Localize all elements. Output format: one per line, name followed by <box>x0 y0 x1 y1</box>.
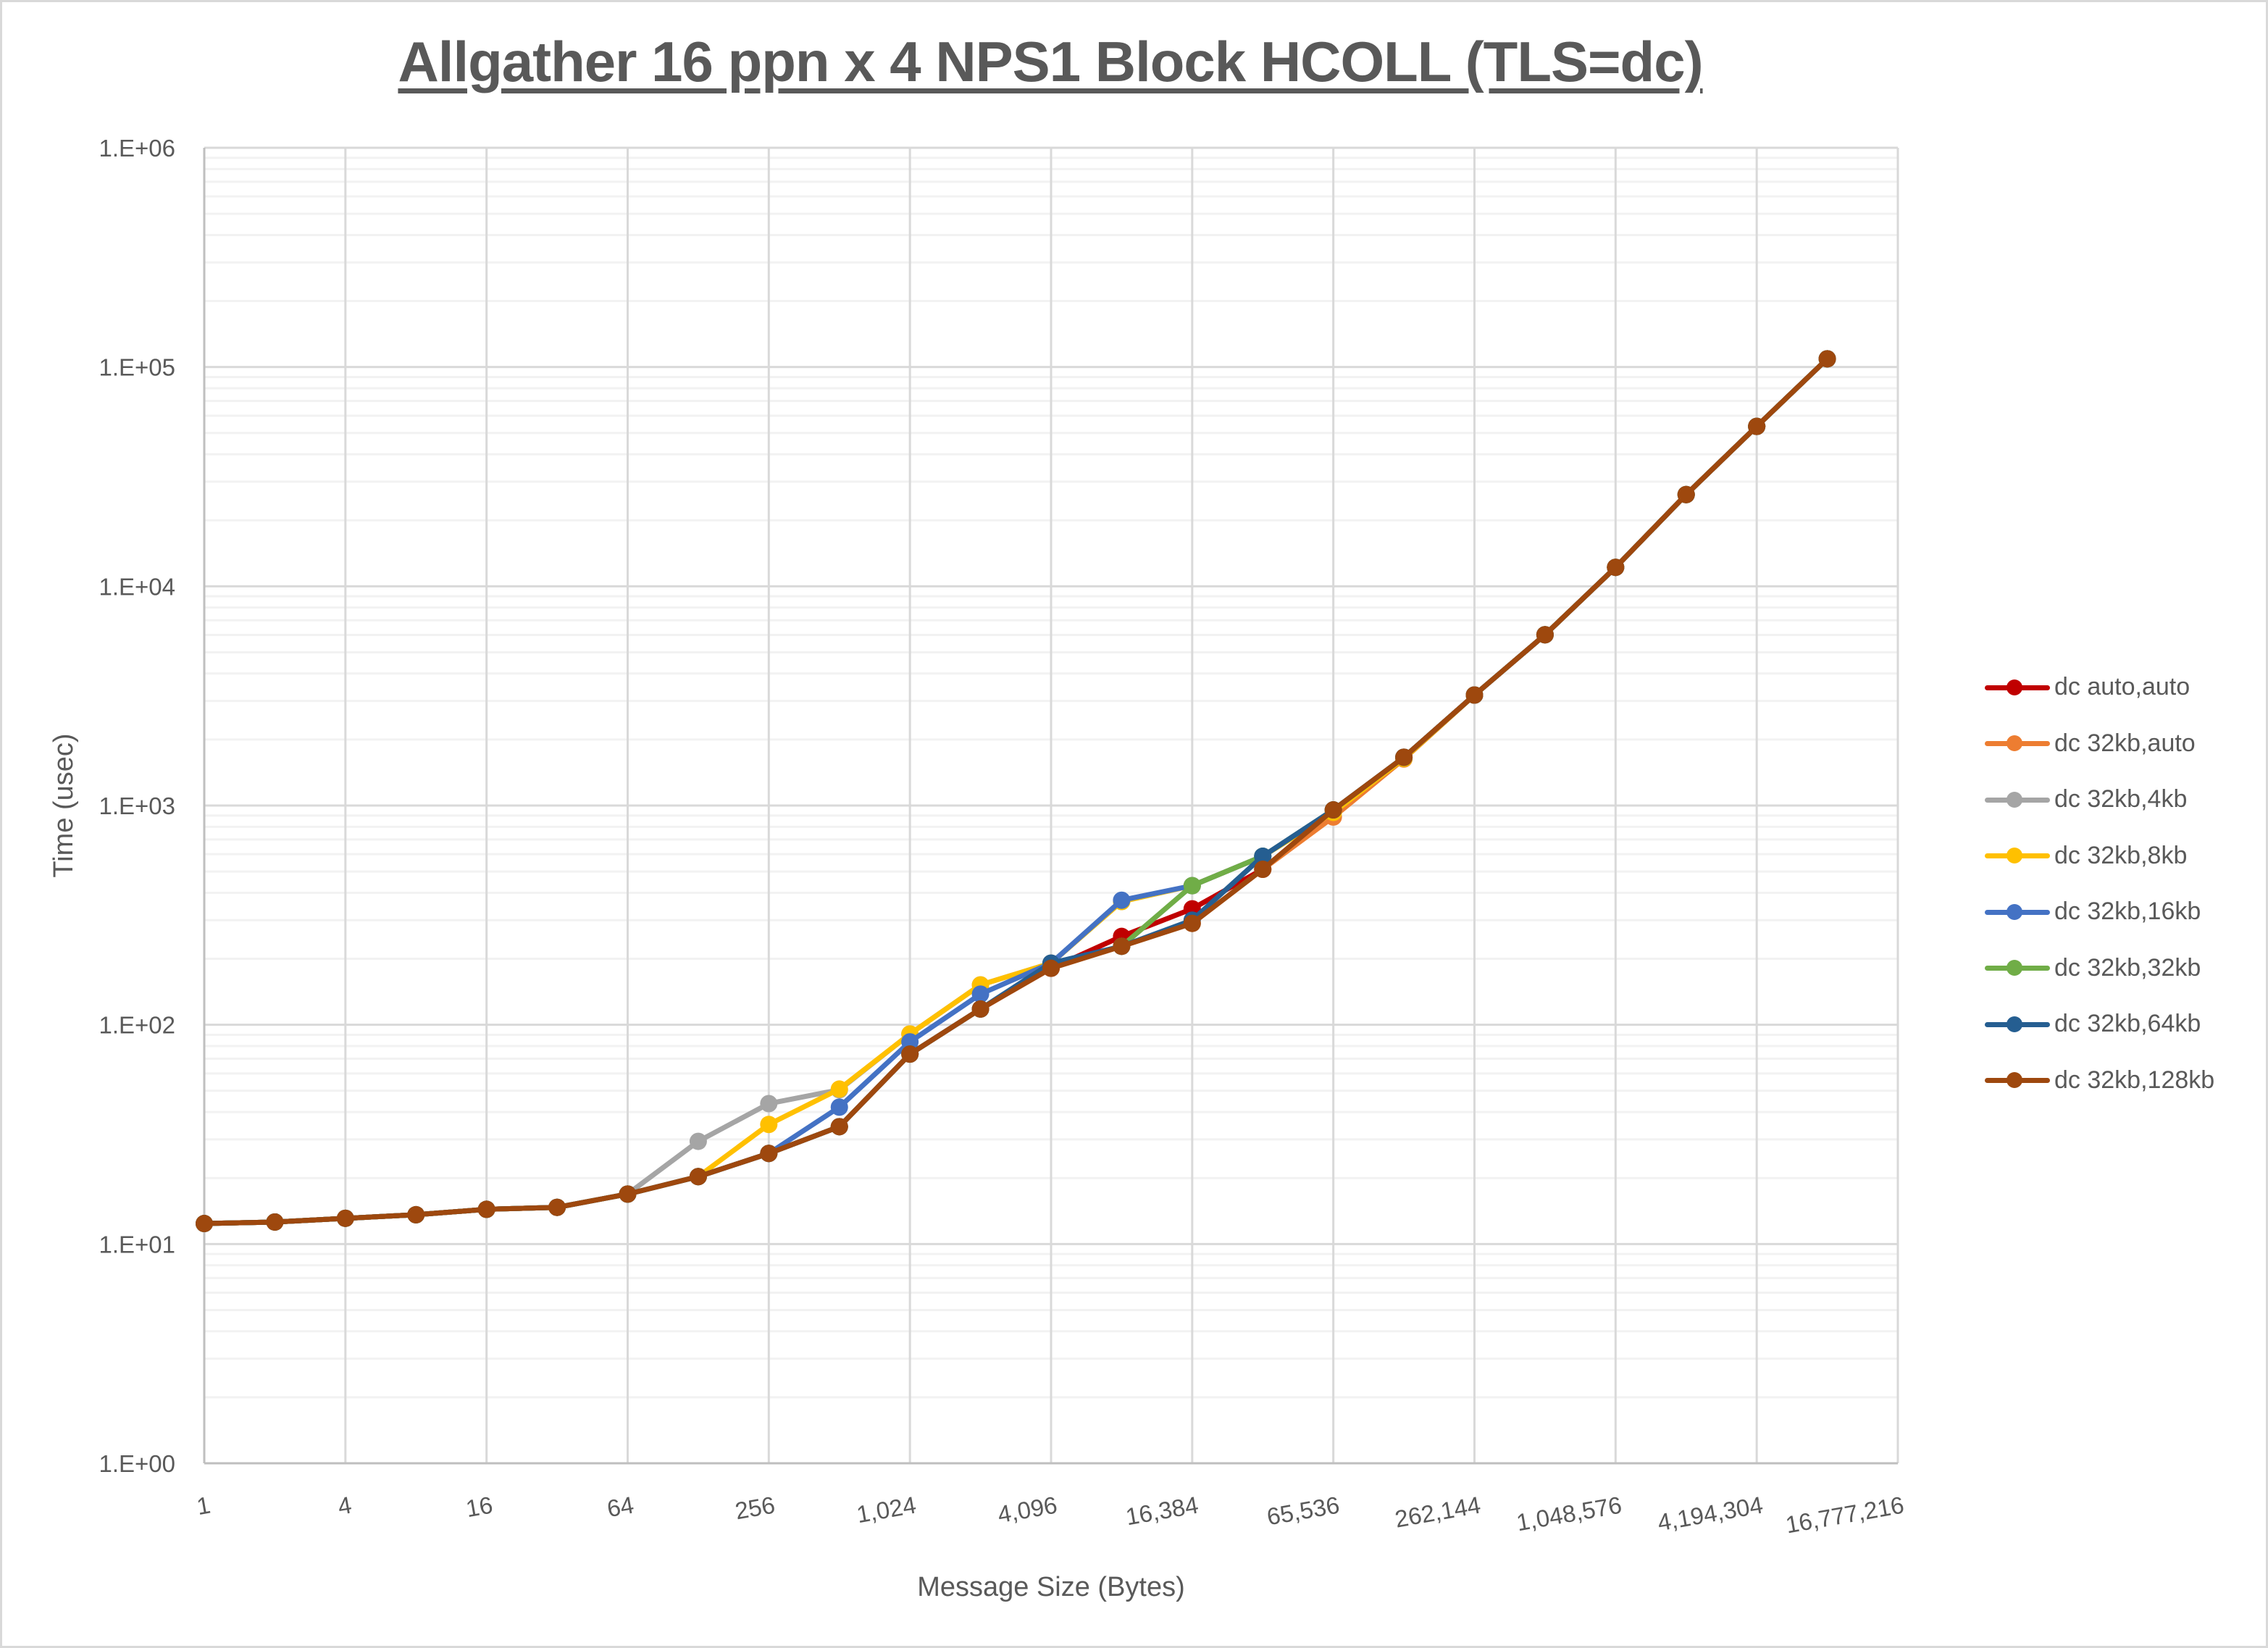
data-point[interactable] <box>266 1213 284 1231</box>
legend-label: dc 32kb,16kb <box>2054 898 2201 926</box>
data-point[interactable] <box>1183 914 1201 932</box>
legend-marker-icon <box>1981 845 2050 866</box>
x-tick-label: 256 <box>733 1491 777 1524</box>
x-tick-label: 4,194,304 <box>1655 1491 1765 1536</box>
data-point[interactable] <box>1113 891 1131 909</box>
data-point[interactable] <box>1748 417 1766 435</box>
y-tick-label: 1.E+01 <box>99 1231 175 1258</box>
data-point[interactable] <box>477 1200 495 1218</box>
x-tick-label: 65,536 <box>1265 1491 1342 1530</box>
series-dc-32kb-128kb <box>196 350 1836 1233</box>
data-point[interactable] <box>971 1000 989 1018</box>
y-tick-label: 1.E+00 <box>99 1450 175 1477</box>
legend-label: dc auto,auto <box>2054 673 2190 701</box>
x-tick-label: 64 <box>605 1491 636 1522</box>
x-tick-label: 4 <box>336 1491 354 1520</box>
legend-marker-icon <box>1981 957 2050 979</box>
x-tick-label: 1 <box>195 1491 213 1520</box>
y-tick-label: 1.E+06 <box>99 135 175 162</box>
y-tick-label: 1.E+04 <box>99 573 175 600</box>
x-tick-label: 4,096 <box>995 1491 1059 1528</box>
legend-marker-icon <box>1981 677 2050 698</box>
data-point[interactable] <box>1324 801 1342 819</box>
legend-item[interactable]: dc auto,auto <box>1981 659 2214 716</box>
data-point[interactable] <box>1113 937 1131 955</box>
x-tick-label: 16,777,216 <box>1783 1491 1906 1538</box>
y-axis-ticks: 1.E+00 1.E+01 1.E+02 1.E+03 1.E+04 1.E+05 1.E+… <box>99 135 175 1477</box>
data-point[interactable] <box>196 1215 213 1233</box>
data-point[interactable] <box>689 1132 707 1150</box>
legend-item[interactable]: dc 32kb,16kb <box>1981 884 2214 940</box>
axes <box>203 148 1898 1465</box>
data-point[interactable] <box>1254 860 1272 878</box>
legend-item[interactable]: dc 32kb,64kb <box>1981 996 2214 1053</box>
data-point[interactable] <box>901 1033 919 1051</box>
legend-marker-icon <box>1981 789 2050 811</box>
data-point[interactable] <box>1183 877 1201 895</box>
series-lines <box>196 350 1836 1233</box>
data-point[interactable] <box>1536 626 1554 644</box>
y-tick-label: 1.E+02 <box>99 1012 175 1039</box>
data-point[interactable] <box>901 1045 919 1063</box>
x-axis-title: Message Size (Bytes) <box>917 1572 1185 1602</box>
legend-label: dc 32kb,8kb <box>2054 841 2188 869</box>
data-point[interactable] <box>1254 848 1272 866</box>
data-point[interactable] <box>548 1198 566 1216</box>
x-tick-label: 262,144 <box>1393 1491 1483 1532</box>
data-point[interactable] <box>830 1118 848 1136</box>
data-point[interactable] <box>971 985 989 1003</box>
data-point[interactable] <box>619 1185 637 1203</box>
legend-item[interactable]: dc 32kb,auto <box>1981 716 2214 772</box>
data-point[interactable] <box>1607 559 1625 577</box>
legend-item[interactable]: dc 32kb,4kb <box>1981 771 2214 828</box>
legend-label: dc 32kb,32kb <box>2054 953 2201 982</box>
data-point[interactable] <box>1042 959 1060 977</box>
y-tick-label: 1.E+05 <box>99 354 175 381</box>
legend-item[interactable]: dc 32kb,8kb <box>1981 828 2214 884</box>
x-tick-label: 1,024 <box>855 1491 919 1528</box>
legend-label: dc 32kb,4kb <box>2054 785 2188 813</box>
legend: dc auto,auto dc 32kb,auto dc 32kb,4kb dc 32… <box>1981 659 2214 1108</box>
data-point[interactable] <box>407 1205 425 1224</box>
data-point[interactable] <box>760 1116 778 1134</box>
data-point[interactable] <box>830 1080 848 1098</box>
legend-label: dc 32kb,auto <box>2054 729 2196 757</box>
data-point[interactable] <box>760 1095 778 1113</box>
legend-item[interactable]: dc 32kb,128kb <box>1981 1053 2214 1109</box>
y-tick-label: 1.E+03 <box>99 792 175 819</box>
data-point[interactable] <box>1677 485 1695 503</box>
data-point[interactable] <box>1818 350 1836 368</box>
data-point[interactable] <box>1465 686 1484 704</box>
data-point[interactable] <box>830 1098 848 1116</box>
data-point[interactable] <box>760 1145 778 1163</box>
x-axis-ticks: 1 4 16 64 256 1,024 4,096 16,384 65,536 262,144 1,… <box>195 1491 1907 1538</box>
data-point[interactable] <box>1395 748 1413 766</box>
chart-title: Allgather 16 ppn x 4 NPS1 Block HCOLL (T… <box>398 30 1703 93</box>
legend-marker-icon <box>1981 732 2050 754</box>
legend-label: dc 32kb,64kb <box>2054 1010 2201 1038</box>
legend-marker-icon <box>1981 1013 2050 1035</box>
legend-label: dc 32kb,128kb <box>2054 1066 2215 1094</box>
data-point[interactable] <box>336 1209 354 1227</box>
x-tick-label: 16 <box>464 1491 495 1522</box>
data-point[interactable] <box>689 1168 707 1186</box>
x-tick-label: 1,048,576 <box>1515 1491 1624 1536</box>
legend-item[interactable]: dc 32kb,32kb <box>1981 940 2214 997</box>
legend-marker-icon <box>1981 901 2050 923</box>
y-axis-title: Time (usec) <box>49 733 79 877</box>
x-tick-label: 16,384 <box>1123 1491 1200 1530</box>
legend-marker-icon <box>1981 1069 2050 1091</box>
